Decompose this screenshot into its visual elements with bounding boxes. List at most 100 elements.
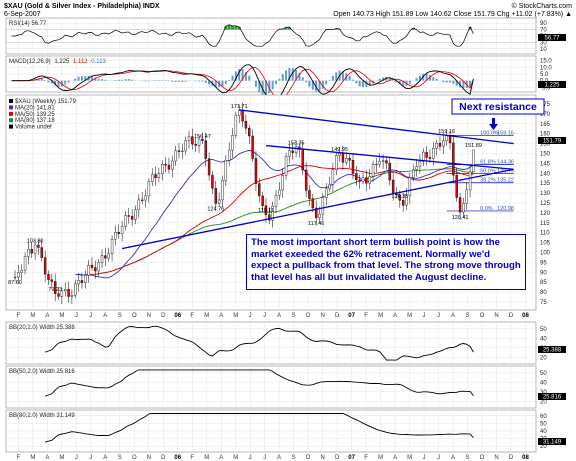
price-annotation: 79.23	[48, 287, 62, 293]
candle-up	[33, 244, 37, 254]
month-label: S	[292, 313, 296, 319]
candle-down	[314, 207, 318, 219]
candle-down	[117, 232, 120, 234]
price-annotation: 119.11	[258, 208, 274, 214]
price-annotation: 103.80	[27, 238, 44, 244]
macd-hist-bar	[305, 80, 308, 83]
candle-down	[80, 280, 84, 284]
month-label: M	[233, 455, 238, 461]
candle-up	[318, 213, 321, 219]
candle-down	[391, 179, 395, 194]
candle-down	[388, 162, 391, 181]
candle-down	[438, 142, 442, 147]
candle-up	[432, 148, 435, 159]
candle-up	[107, 253, 110, 259]
macd-hist-bar	[208, 80, 211, 85]
chart-credit: © StockCharts.com	[512, 2, 573, 10]
candle-down	[127, 215, 130, 217]
candle-up	[137, 199, 141, 211]
bb80-width-line	[44, 413, 474, 443]
candle-down	[398, 194, 402, 201]
month-label: M	[407, 313, 412, 319]
month-label: J	[423, 313, 426, 319]
month-label: N	[147, 313, 151, 319]
macd-hist-bar	[328, 80, 331, 81]
macd-hist-bar	[365, 80, 368, 87]
candle-down	[43, 257, 47, 275]
macd-hist-bar	[331, 75, 334, 81]
macd-hist-bar	[104, 79, 107, 81]
bb80-panel: 6050403020 BB(80,2.0) Width 31.149 31.14…	[5, 409, 566, 453]
macd-hist-bar	[60, 80, 63, 87]
month-label: A	[103, 313, 107, 319]
macd-label-hist: 0.113	[91, 59, 106, 65]
price-tick-label: 165	[540, 122, 551, 128]
macd-hist-bar	[295, 70, 298, 81]
month-label: D	[509, 455, 514, 461]
bb50-width-line	[44, 369, 474, 397]
bb50-label: BB(50,2.0) Width 25.816	[9, 369, 75, 375]
month-label: F	[17, 313, 21, 319]
candle-up	[151, 174, 154, 182]
macd-hist-bar	[90, 76, 93, 81]
bb80-value-badge: 31.149	[543, 440, 562, 446]
candle-up	[184, 140, 187, 152]
macd-hist-bar	[355, 80, 358, 84]
macd-hist-bar	[258, 80, 261, 92]
commentary-box: The most important short term bullish po…	[246, 234, 526, 290]
macd-hist-bar	[84, 76, 87, 81]
month-label: A	[219, 455, 223, 461]
candle-up	[77, 280, 80, 285]
macd-hist-bar	[57, 80, 60, 87]
month-label: D	[335, 455, 340, 461]
month-label: A	[393, 313, 397, 319]
macd-hist-bar	[445, 80, 448, 83]
month-label: D	[335, 313, 340, 319]
next-resistance-arrow-icon	[489, 118, 498, 130]
macd-hist-bar	[231, 75, 234, 81]
month-label: M	[204, 455, 209, 461]
price-tick-label: 110	[540, 231, 550, 237]
macd-hist-bar	[174, 80, 177, 82]
candle-up	[238, 110, 241, 116]
bb-tick-label: 30	[540, 390, 547, 396]
candle-up	[328, 184, 331, 190]
candle-up	[435, 142, 438, 149]
month-label: J	[437, 313, 440, 319]
macd-hist-bar	[288, 68, 291, 81]
month-label: O	[132, 455, 137, 461]
candle-up	[171, 160, 174, 170]
fib-level-percent: 61.8%	[480, 160, 496, 166]
fib-level-value: 135.22	[497, 178, 514, 184]
legend-entry: MA(80) 137.18	[15, 118, 55, 124]
candle-up	[321, 197, 325, 215]
month-label: S	[466, 313, 470, 319]
fib-level-value: 159.16	[497, 130, 514, 136]
candle-down	[191, 136, 194, 145]
month-label: J	[437, 455, 440, 461]
candle-down	[94, 267, 97, 272]
bb20-value-badge-bg	[538, 346, 566, 353]
month-label: A	[451, 313, 455, 319]
rsi-line	[11, 24, 474, 47]
month-label: A	[393, 455, 397, 461]
price-tick-label: 95	[540, 260, 547, 266]
month-label: M	[204, 313, 209, 319]
macd-hist-bar	[244, 72, 247, 81]
legend-swatch	[9, 111, 13, 116]
candle-down	[258, 183, 261, 197]
candle-up	[281, 175, 284, 191]
candle-down	[214, 187, 217, 204]
year-label: 06	[174, 455, 181, 461]
macd-hist-bar	[214, 80, 217, 87]
candle-up	[181, 150, 184, 152]
macd-hist-bar	[268, 80, 271, 94]
macd-hist-bar	[94, 77, 97, 81]
candle-up	[197, 138, 201, 146]
macd-hist-bar	[238, 68, 241, 81]
month-label: S	[118, 313, 122, 319]
month-label: O	[480, 455, 485, 461]
candle-down	[254, 158, 258, 184]
candle-up	[134, 209, 137, 220]
